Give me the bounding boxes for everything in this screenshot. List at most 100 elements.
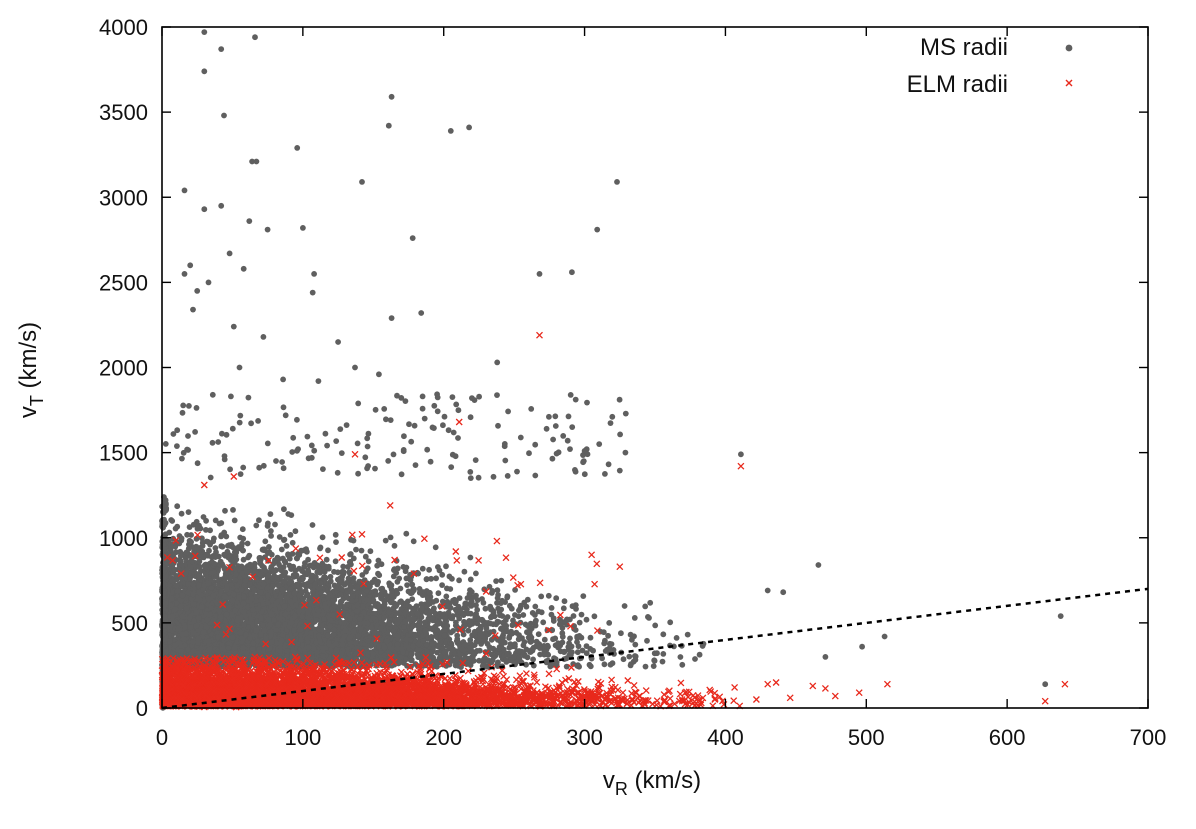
ms-radii-point — [570, 613, 577, 619]
ms-radii-point — [548, 605, 555, 611]
ms-radii-point — [576, 619, 583, 626]
ms-radii-point — [493, 621, 499, 628]
ms-radii-point — [262, 538, 269, 545]
ms-radii-point — [650, 663, 657, 669]
ms-radii-point — [276, 534, 283, 540]
ms-radii-point — [646, 615, 652, 621]
ms-radii-point — [278, 546, 285, 553]
ms-radii-point — [684, 631, 691, 638]
ms-radii-point — [659, 658, 666, 665]
ms-radii-point — [200, 514, 207, 520]
ms-radii-point — [403, 530, 410, 537]
ms-radii-point — [560, 605, 567, 612]
ms-radii-point — [404, 582, 410, 588]
ms-radii-point — [224, 548, 231, 555]
ms-radii-point — [222, 594, 229, 600]
ms-radii-point — [426, 589, 433, 596]
ms-radii-point — [493, 578, 499, 584]
ms-radii-point — [518, 602, 524, 609]
ms-radii-point — [580, 593, 587, 599]
ms-radii-point — [667, 619, 674, 626]
ms-radii-point — [467, 576, 474, 583]
ms-radii-point — [203, 527, 209, 533]
ms-radii-point — [239, 526, 246, 533]
ms-radii-point — [504, 593, 511, 600]
ms-radii-point — [512, 641, 518, 648]
ms-radii-point — [359, 572, 366, 578]
ms-radii-point — [591, 613, 598, 620]
ms-radii-point — [332, 558, 339, 565]
ms-radii-point — [508, 605, 515, 612]
ms-radii-point — [601, 661, 608, 668]
ms-radii-point — [606, 620, 613, 626]
ms-radii-point — [387, 583, 393, 589]
ms-radii-point — [673, 635, 680, 641]
ms-radii-point — [256, 517, 262, 524]
ms-radii-point — [316, 565, 322, 572]
ms-radii-point — [186, 524, 193, 530]
ms-radii-point — [203, 551, 210, 558]
ms-radii-point — [537, 651, 543, 658]
ms-radii-point — [540, 619, 547, 626]
ms-radii-point — [660, 651, 667, 657]
ms-radii-point — [569, 603, 576, 610]
ms-radii-point — [230, 507, 236, 513]
ms-radii-point — [498, 625, 505, 632]
ms-radii-point — [461, 568, 468, 575]
ms-radii-point — [212, 554, 219, 560]
ms-radii-point — [586, 661, 593, 668]
ms-radii-point — [608, 641, 615, 647]
ms-radii-point — [467, 554, 474, 561]
ms-radii-point — [561, 598, 568, 605]
ms-radii-point — [498, 639, 504, 646]
ms-radii-point — [651, 657, 658, 664]
ms-radii-point — [468, 603, 475, 609]
ms-radii-point — [529, 610, 536, 616]
ms-radii-point — [642, 603, 649, 610]
ms-radii-point — [443, 593, 450, 600]
ms-radii-point — [621, 603, 628, 609]
ms-radii-point — [553, 595, 560, 602]
ms-radii-point — [188, 532, 195, 538]
ms-radii-point — [574, 649, 581, 656]
ms-radii-point — [319, 534, 326, 541]
ms-radii-point — [530, 656, 536, 663]
ms-radii-point — [456, 577, 462, 584]
ms-radii-point — [692, 656, 698, 662]
ms-radii-point — [172, 525, 179, 532]
ms-radii-point — [461, 618, 467, 625]
ms-radii-point — [422, 619, 428, 626]
ms-radii-point — [620, 656, 627, 663]
ms-radii-point — [578, 611, 585, 618]
ms-radii-point — [535, 631, 542, 638]
ms-radii-point — [679, 661, 686, 668]
ms-radii-point — [432, 544, 439, 551]
ms-radii-point — [537, 645, 543, 651]
ms-radii-point — [532, 603, 539, 610]
ms-radii-point — [449, 575, 455, 582]
ms-radii-point — [465, 627, 472, 634]
ms-radii-point — [677, 654, 684, 660]
ms-radii-point — [381, 601, 388, 607]
ms-radii-point — [394, 590, 401, 597]
ms-radii-point — [443, 563, 449, 570]
ms-radii-point — [281, 506, 287, 513]
ms-radii-point — [371, 576, 378, 583]
ms-radii-point — [521, 653, 528, 659]
ms-radii-point — [292, 528, 299, 535]
ms-radii-point — [471, 594, 478, 600]
ms-radii-points — [159, 29, 1064, 711]
ms-radii-point — [376, 572, 383, 579]
ms-radii-point — [575, 643, 582, 650]
ms-radii-point — [323, 556, 330, 563]
ms-radii-point — [223, 533, 230, 540]
ms-radii-point — [289, 539, 296, 546]
ms-radii-point — [340, 563, 347, 570]
ms-radii-point — [629, 636, 635, 643]
ms-radii-point — [494, 587, 501, 594]
ms-radii-point — [267, 511, 274, 517]
ms-radii-point — [325, 547, 331, 554]
ms-radii-point — [631, 615, 638, 621]
ms-radii-point — [550, 618, 557, 624]
